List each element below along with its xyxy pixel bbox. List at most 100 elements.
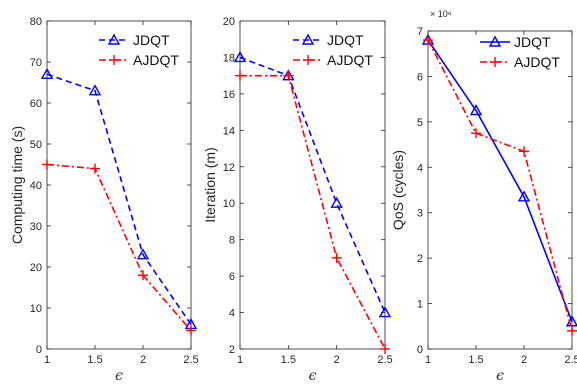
series-ajdqt — [235, 70, 390, 354]
data-point — [233, 51, 247, 63]
legend-entry-ajdqt: AJDQT — [99, 52, 179, 68]
y-tick-label: 18 — [223, 52, 235, 64]
x-tick-label: 1 — [44, 354, 50, 366]
series-line — [46, 73, 192, 325]
plot-frame — [46, 20, 192, 350]
data-point — [40, 67, 54, 80]
legend-entry-ajdqt: AJDQT — [293, 52, 373, 68]
y-tick-label: 3 — [417, 208, 423, 220]
y-tick-label: 5 — [417, 117, 423, 129]
data-point — [303, 55, 313, 65]
y-tick-label: 4 — [229, 308, 235, 320]
chart-panel-2: 2 4 6 8 10 12 14 16 18 20 1 1.5 2 2.5 ϵ Iteration (m) JD… — [202, 16, 393, 384]
series-line — [239, 56, 386, 313]
y-tick-label: 2 — [417, 253, 423, 265]
legend-entry-jdqt: JDQT — [293, 32, 364, 48]
legend-label: AJDQT — [327, 52, 373, 68]
data-point — [107, 33, 121, 45]
x-axis-label: ϵ — [309, 368, 317, 384]
series-line — [427, 39, 573, 323]
data-point — [90, 163, 100, 174]
y-tick-label: 16 — [223, 89, 235, 101]
data-point — [517, 190, 531, 202]
legend-label: JDQT — [327, 32, 364, 48]
y-tick-label: 40 — [30, 180, 42, 192]
data-point — [471, 128, 481, 139]
y-tick-label: 2 — [229, 344, 235, 356]
data-point — [235, 70, 245, 81]
data-point — [186, 325, 196, 336]
data-point — [378, 306, 392, 318]
x-tick-label: 2.5 — [183, 354, 198, 366]
series-line — [240, 74, 386, 350]
legend-label: AJDQT — [514, 54, 560, 70]
y-axis-label: Iteration (m) — [202, 147, 218, 222]
y-axis-label: QoS (cycles) — [390, 150, 406, 230]
data-point — [380, 344, 390, 354]
chart-panel-1: 0 10 20 30 40 50 60 70 80 1 1.5 2 2.5 ϵ Computing time… — [9, 16, 199, 384]
y-tick-label: 6 — [417, 71, 423, 83]
data-point — [469, 104, 483, 116]
x-tick-label: 1.5 — [281, 354, 296, 366]
legend-label: JDQT — [133, 32, 170, 48]
series-jdqt — [421, 33, 577, 327]
y-tick-label: 60 — [30, 98, 42, 110]
x-tick-label: 2.5 — [564, 354, 577, 366]
y-tick-label: 50 — [30, 139, 42, 151]
plot-frame — [239, 20, 386, 350]
x-tick-label: 1.5 — [468, 354, 483, 366]
y-multiplier-label: × 10⁸ — [430, 9, 452, 19]
y-tick-label: 20 — [30, 262, 42, 274]
x-tick-label: 1 — [237, 354, 243, 366]
data-point — [88, 84, 102, 96]
data-point — [283, 70, 294, 81]
y-tick-label: 14 — [223, 125, 235, 137]
series-ajdqt — [42, 159, 196, 336]
y-axis-label: Computing time (s) — [9, 126, 25, 244]
legend-label: AJDQT — [133, 52, 179, 68]
x-tick-label: 2 — [140, 354, 146, 366]
y-tick-label: 70 — [30, 57, 42, 69]
y-tick-label: 4 — [417, 162, 423, 174]
data-point — [42, 159, 52, 170]
data-point — [136, 248, 150, 260]
x-tick-label: 2.5 — [377, 354, 392, 366]
series-ajdqt — [423, 35, 577, 336]
y-tick-label: 80 — [30, 16, 42, 28]
y-tick-label: 0 — [417, 344, 423, 356]
data-point — [490, 57, 500, 67]
x-tick-label: 2 — [521, 354, 527, 366]
data-point — [519, 146, 529, 157]
y-tick-label: 6 — [229, 271, 235, 283]
data-point — [301, 33, 315, 45]
data-point — [330, 196, 343, 208]
data-point — [331, 252, 342, 263]
y-tick-label: 7 — [417, 26, 423, 38]
y-tick-label: 1 — [417, 299, 423, 311]
y-tick-label: 30 — [30, 221, 42, 233]
legend-label: JDQT — [514, 34, 551, 50]
series-line — [427, 39, 573, 332]
x-axis-label: ϵ — [115, 368, 123, 384]
x-tick-label: 1 — [425, 354, 431, 366]
x-axis-label: ϵ — [496, 368, 504, 384]
data-point — [423, 35, 433, 46]
data-point — [567, 325, 577, 336]
y-tick-label: 8 — [229, 235, 235, 247]
data-point — [109, 55, 119, 65]
data-point — [138, 270, 148, 281]
y-tick-label: 10 — [223, 198, 235, 210]
x-tick-label: 2 — [334, 354, 340, 366]
legend-entry-ajdqt: AJDQT — [480, 54, 560, 70]
legend-entry-jdqt: JDQT — [99, 32, 170, 48]
y-tick-label: 10 — [30, 303, 42, 315]
data-point — [488, 35, 502, 47]
plot-frame — [427, 30, 573, 350]
y-tick-label: 20 — [223, 16, 235, 28]
x-tick-label: 1.5 — [87, 354, 102, 366]
legend-entry-jdqt: JDQT — [480, 34, 551, 50]
series-line — [46, 163, 192, 332]
y-tick-label: 12 — [223, 162, 235, 174]
